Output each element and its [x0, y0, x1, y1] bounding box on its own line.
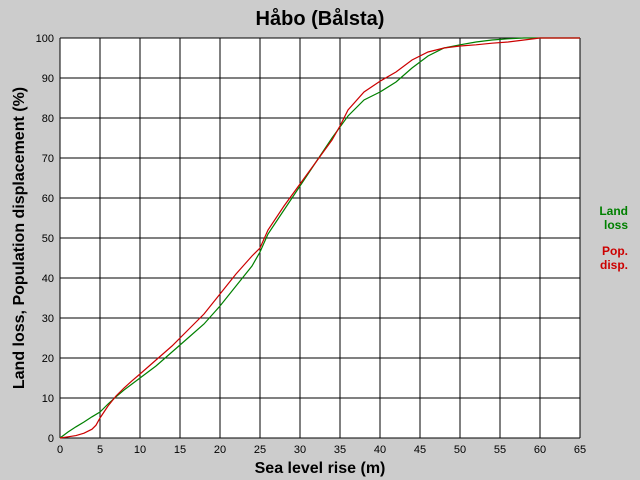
x-tick-label: 30 — [294, 444, 306, 456]
y-tick-label: 50 — [42, 233, 54, 245]
y-axis-label: Land loss, Population displacement (%) — [11, 87, 28, 389]
x-tick-label: 65 — [574, 444, 586, 456]
series-line-land-loss — [59, 37, 580, 439]
legend-label-pop-disp: Pop. — [602, 244, 628, 258]
x-axis-ticks: 0 5 10 15 20 25 30 35 40 45 50 55 60 65 — [57, 444, 586, 456]
x-tick-label: 35 — [334, 444, 346, 456]
legend-label-land-loss: Land — [599, 204, 628, 218]
y-tick-label: 20 — [42, 353, 54, 365]
x-tick-label: 55 — [494, 444, 506, 456]
y-tick-label: 80 — [42, 113, 54, 125]
y-tick-label: 100 — [36, 33, 54, 45]
x-tick-label: 40 — [374, 444, 386, 456]
grid — [59, 37, 581, 439]
y-tick-label: 60 — [42, 193, 54, 205]
series-layer — [59, 37, 580, 439]
x-tick-label: 0 — [57, 444, 63, 456]
legend-label-land-loss: loss — [604, 218, 628, 232]
y-tick-label: 0 — [48, 433, 54, 445]
x-axis-label: Sea level rise (m) — [255, 460, 386, 477]
y-tick-label: 90 — [42, 73, 54, 85]
x-tick-label: 50 — [454, 444, 466, 456]
y-tick-label: 40 — [42, 273, 54, 285]
x-tick-label: 20 — [214, 444, 226, 456]
chart-title: Håbo (Bålsta) — [256, 7, 385, 30]
x-tick-label: 15 — [174, 444, 186, 456]
y-tick-label: 30 — [42, 313, 54, 325]
x-tick-label: 25 — [254, 444, 266, 456]
x-tick-label: 45 — [414, 444, 426, 456]
y-tick-label: 10 — [42, 393, 54, 405]
y-tick-label: 70 — [42, 153, 54, 165]
x-tick-label: 10 — [134, 444, 146, 456]
series-line-pop-disp — [59, 37, 580, 439]
legend-label-pop-disp: disp. — [600, 258, 628, 272]
x-tick-label: 60 — [534, 444, 546, 456]
x-tick-label: 5 — [97, 444, 103, 456]
y-axis-ticks: 0 10 20 30 40 50 60 70 80 90 100 — [36, 33, 54, 445]
